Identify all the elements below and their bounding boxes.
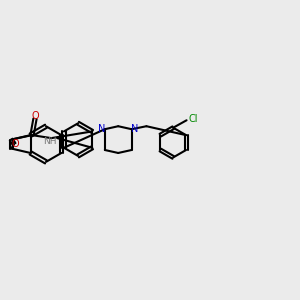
Text: N: N xyxy=(131,124,139,134)
Text: O: O xyxy=(31,111,39,121)
Text: NH: NH xyxy=(43,136,57,146)
Text: Cl: Cl xyxy=(188,114,198,124)
Text: O: O xyxy=(12,139,20,149)
Text: N: N xyxy=(98,124,105,134)
